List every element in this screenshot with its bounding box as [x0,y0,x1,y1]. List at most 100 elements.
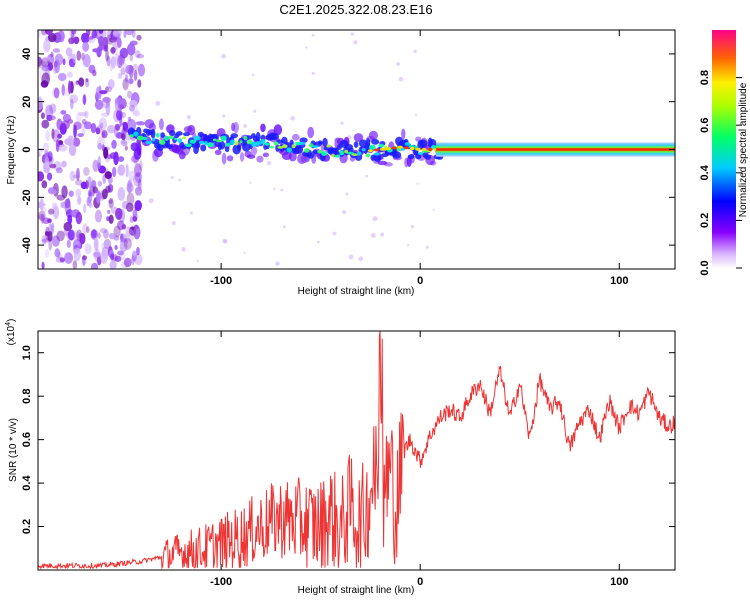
ridge-halo [126,119,137,131]
noise-blob [76,195,82,205]
noise-blob [120,133,126,141]
noise-blob [121,139,128,147]
noise-blob [105,185,111,194]
ridge-core [182,132,191,137]
ridge-highlight [344,149,349,154]
noise-blob [76,50,82,61]
noise-blob [87,176,92,189]
snr-x-tick-label: 0 [417,576,423,588]
noise-blob [92,186,99,194]
noise-blob [42,207,47,213]
noise-blob [112,254,118,262]
noise-blob [38,201,42,209]
faint-dot [171,221,176,226]
noise-blob [137,79,142,88]
ridge-halo [377,160,388,166]
noise-blob [133,69,138,82]
noise-blob [69,170,76,182]
spectrogram-x-label: Height of straight line (km) [298,286,415,297]
snr-plot-area [38,331,675,570]
faint-dot [222,114,226,118]
ridge-core [181,145,188,150]
faint-dot [316,240,320,244]
noise-blob [128,64,134,79]
ridge-halo [368,130,378,140]
spectrogram-steady-band [436,142,675,157]
faint-dot [407,244,410,247]
noise-blob [101,243,105,250]
ridge-core [236,144,242,151]
noise-blob [72,239,81,251]
noise-blob [60,120,70,130]
noise-blob [129,99,138,108]
noise-blob [108,199,113,204]
faint-dot [189,211,193,215]
ridge-highlight [347,151,354,155]
noise-blob [51,235,60,247]
ridge-highlight [133,131,139,137]
faint-dot [290,116,295,121]
noise-blob [42,142,50,153]
noise-blob [113,225,121,238]
ridge-highlight [351,153,359,156]
ridge-hotspot [385,147,391,151]
noise-blob [84,110,89,119]
faint-dot [280,188,284,192]
noise-blob [100,249,108,264]
noise-blob [91,229,97,239]
noise-blob [128,170,136,181]
noise-blob [136,53,145,59]
noise-blob [120,67,126,76]
noise-blob [117,250,124,256]
ridge-highlight [167,135,174,140]
noise-blob [47,187,57,195]
faint-dot [432,208,435,211]
noise-blob [126,43,136,56]
snr-y-tick-label: 1.0 [21,345,33,360]
faint-dot [282,225,286,229]
colorbar-tick-label: 0.6 [699,118,711,133]
noise-blob [73,247,81,262]
ridge-highlight [334,154,341,158]
noise-blob [44,249,50,258]
noise-blob [71,30,75,44]
ridge-highlight [326,144,331,148]
ridge-core [270,133,279,141]
noise-blob [92,48,100,53]
ridge-highlight [189,139,196,144]
noise-blob [99,228,108,234]
ridge-core [160,132,165,138]
noise-blob [70,98,74,110]
ridge-highlight [193,135,201,141]
ridge-highlight [156,132,160,138]
noise-blob [106,154,113,160]
noise-blob [41,119,50,129]
noise-blob [110,56,116,69]
noise-blob [122,78,129,91]
noise-blob [92,159,99,172]
noise-blob [114,245,118,250]
faint-dot [275,261,280,266]
noise-blob [129,216,134,224]
faint-dot [305,46,308,49]
noise-blob [78,112,87,117]
ridge-highlight [378,143,385,148]
noise-blob [137,178,142,191]
ridge-core [358,139,368,148]
noise-blob [73,81,79,87]
faint-dot [249,181,252,184]
noise-blob [41,180,48,189]
noise-blob [85,78,89,83]
noise-blob [93,237,99,251]
ridge-highlight [173,137,177,141]
noise-blob [79,233,86,245]
faint-dot [155,101,161,106]
noise-blob [48,186,57,194]
noise-blob [100,112,110,117]
ridge-highlight [373,152,381,156]
noise-blob [97,142,102,150]
noise-blob [41,64,50,72]
colorbar: 0.0 0.2 0.4 0.6 0.8 Normalized spectral ampl… [699,30,749,276]
noise-blob [44,156,50,169]
noise-blob [56,230,65,242]
